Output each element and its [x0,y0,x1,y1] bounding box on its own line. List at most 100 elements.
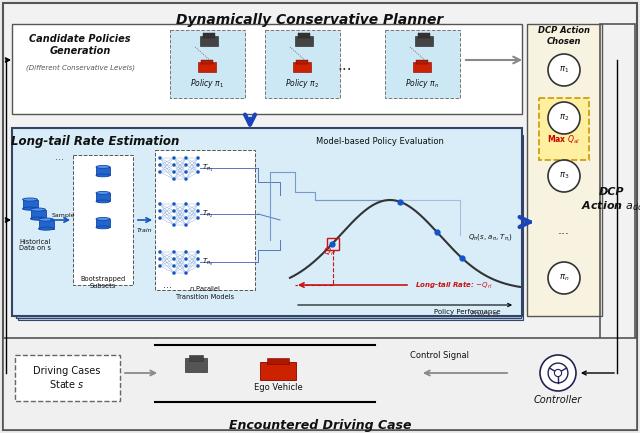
Circle shape [184,257,188,261]
Circle shape [184,163,188,167]
Text: Historical
Data on s: Historical Data on s [19,239,51,252]
Text: Train: Train [137,227,153,233]
Text: Long-tail Rate: $-Q_{rl}$: Long-tail Rate: $-Q_{rl}$ [415,279,493,291]
Text: $T_{\pi_1}$: $T_{\pi_1}$ [202,162,213,174]
Ellipse shape [96,191,110,194]
Text: $T_{\pi_2}$: $T_{\pi_2}$ [202,208,213,220]
Circle shape [196,264,200,268]
Circle shape [184,271,188,275]
Circle shape [184,223,188,227]
Circle shape [158,170,162,174]
Bar [198,62,216,72]
Text: Policy Performance: Policy Performance [433,309,500,315]
Circle shape [172,264,176,268]
Circle shape [184,264,188,268]
Bar [3,338,637,430]
Circle shape [172,271,176,275]
Circle shape [184,209,188,213]
Bar [416,60,428,64]
Circle shape [184,202,188,206]
Circle shape [158,202,162,206]
Circle shape [158,264,162,268]
Circle shape [172,170,176,174]
Circle shape [158,257,162,261]
Text: ...: ... [56,152,65,162]
Text: DCP Action
Chosen: DCP Action Chosen [538,26,590,46]
Ellipse shape [38,227,54,230]
Text: $\pi_n$: $\pi_n$ [559,273,569,283]
Bar [413,62,431,72]
Bar [298,33,310,38]
Bar [189,355,203,361]
Bar [14,131,519,316]
Bar [31,210,45,219]
Text: ...: ... [558,223,570,236]
Bar [96,167,110,175]
Text: ...: ... [163,280,173,290]
Circle shape [158,209,162,213]
Bar [15,355,120,401]
Text: Control Signal: Control Signal [410,350,470,359]
Circle shape [196,250,200,254]
Bar [527,24,602,316]
Bar [600,24,635,429]
Text: Encountered Driving Case: Encountered Driving Case [228,419,412,432]
Circle shape [540,355,576,391]
Text: $\pi_2$: $\pi_2$ [559,113,569,123]
Bar [96,193,110,201]
Circle shape [172,177,176,181]
Bar [415,36,433,46]
Text: (Different Conservative Levels): (Different Conservative Levels) [26,65,134,71]
Bar [267,358,289,364]
Ellipse shape [96,200,110,203]
Circle shape [196,170,200,174]
Text: Policy $\pi_n$: Policy $\pi_n$ [405,78,439,90]
Circle shape [548,54,580,86]
Text: Sample: Sample [52,213,76,217]
Bar [293,62,311,72]
Text: Max $Q_{al}$: Max $Q_{al}$ [547,134,580,146]
Circle shape [184,156,188,160]
Text: $\pi_3$: $\pi_3$ [559,171,569,181]
Bar [16,133,521,318]
Text: Dynamically Conservative Planner: Dynamically Conservative Planner [177,13,444,27]
Text: $Q_{\pi}(s,\, a_{\pi},\, T_{\pi_i})$: $Q_{\pi}(s,\, a_{\pi},\, T_{\pi_i})$ [468,233,513,243]
Bar [12,128,522,316]
Ellipse shape [96,174,110,177]
Text: Policy $\pi_1$: Policy $\pi_1$ [190,78,224,90]
Bar [539,98,589,160]
Bar [327,238,339,250]
Bar [200,36,218,46]
Bar [385,30,460,98]
Text: $T_{\pi_n}$: $T_{\pi_n}$ [202,256,213,268]
Bar [201,60,213,64]
Circle shape [196,156,200,160]
Circle shape [196,257,200,261]
Circle shape [548,160,580,192]
Circle shape [196,163,200,167]
Circle shape [184,170,188,174]
Circle shape [196,202,200,206]
Text: Policy $\pi_i$: Policy $\pi_i$ [470,310,500,320]
Circle shape [184,216,188,220]
Ellipse shape [31,217,45,220]
Text: Policy $\pi_2$: Policy $\pi_2$ [285,78,319,90]
Circle shape [184,250,188,254]
Circle shape [172,163,176,167]
Text: Ego Vehicle: Ego Vehicle [253,384,302,392]
Circle shape [158,250,162,254]
Text: Controller: Controller [534,395,582,405]
Circle shape [172,209,176,213]
Bar [22,200,38,209]
Circle shape [172,250,176,254]
Text: Driving Cases
State $s$: Driving Cases State $s$ [33,366,100,390]
Ellipse shape [96,165,110,168]
Circle shape [548,102,580,134]
Circle shape [158,156,162,160]
Ellipse shape [22,207,38,210]
Ellipse shape [38,218,54,221]
Text: DCP
Action $a_{dc}$: DCP Action $a_{dc}$ [580,187,640,213]
Circle shape [158,163,162,167]
Bar [12,24,522,114]
Bar [260,362,296,380]
